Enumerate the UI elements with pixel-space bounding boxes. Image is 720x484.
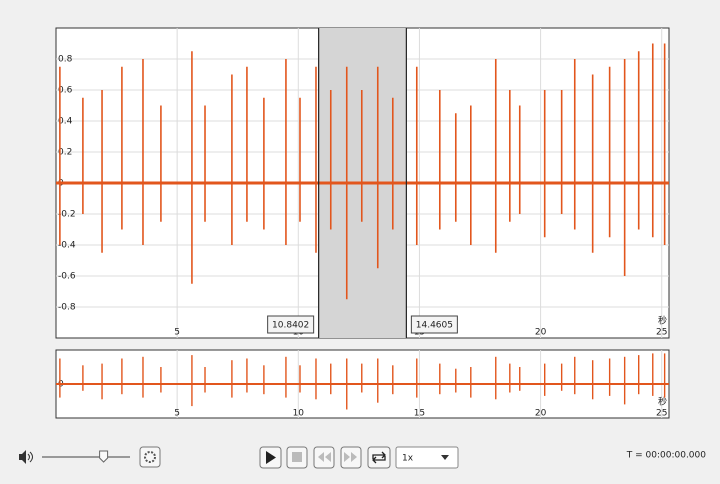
overview-x-tick-label: 20 <box>535 409 547 419</box>
overview-x-tick-label: 5 <box>174 409 180 419</box>
forward-icon <box>344 452 357 462</box>
y-tick-label: -0.8 <box>58 303 76 313</box>
speed-dropdown[interactable] <box>395 446 459 469</box>
volume-waves <box>27 451 33 463</box>
selection-label-box <box>267 315 315 334</box>
loop-button[interactable] <box>367 446 391 469</box>
x-tick-label: 25 <box>656 328 667 338</box>
settings-button[interactable] <box>139 446 161 468</box>
stop-icon <box>292 452 302 462</box>
overview-x-tick-label: 10 <box>293 409 305 419</box>
volume-icon[interactable] <box>19 450 26 464</box>
loop-icon <box>372 451 386 464</box>
y-tick-label: 0.8 <box>58 55 73 65</box>
volume-knob[interactable] <box>99 450 109 463</box>
y-tick-label: 0.2 <box>58 148 72 158</box>
x-tick-label: 5 <box>174 328 180 338</box>
y-tick-label: 0.4 <box>58 117 73 127</box>
overview-x-tick-label: 25 <box>656 409 667 419</box>
gear-icon <box>144 451 156 463</box>
y-tick-label: -0.6 <box>58 272 76 282</box>
time-display: T = 00:00:00.000 <box>626 451 706 461</box>
x-tick-label: 20 <box>535 328 547 338</box>
selection-label: 14.4605 <box>416 321 453 331</box>
selection-label-box <box>410 315 458 334</box>
overview-x-tick-label: 15 <box>414 409 425 419</box>
overview-x-unit: 秒 <box>658 396 667 408</box>
play-icon <box>266 451 276 464</box>
speed-value: 1x <box>402 454 414 464</box>
y-tick-label: -0.4 <box>58 241 76 251</box>
x-unit: 秒 <box>658 315 667 327</box>
selection-label: 10.8402 <box>272 321 309 331</box>
controls: 1x T = 00:00:00.000 <box>19 446 706 469</box>
dropdown-arrow <box>441 455 449 460</box>
y-tick-label: -0.2 <box>58 210 76 220</box>
rewind-icon <box>318 452 331 462</box>
y-tick-label: 0.6 <box>58 86 73 96</box>
